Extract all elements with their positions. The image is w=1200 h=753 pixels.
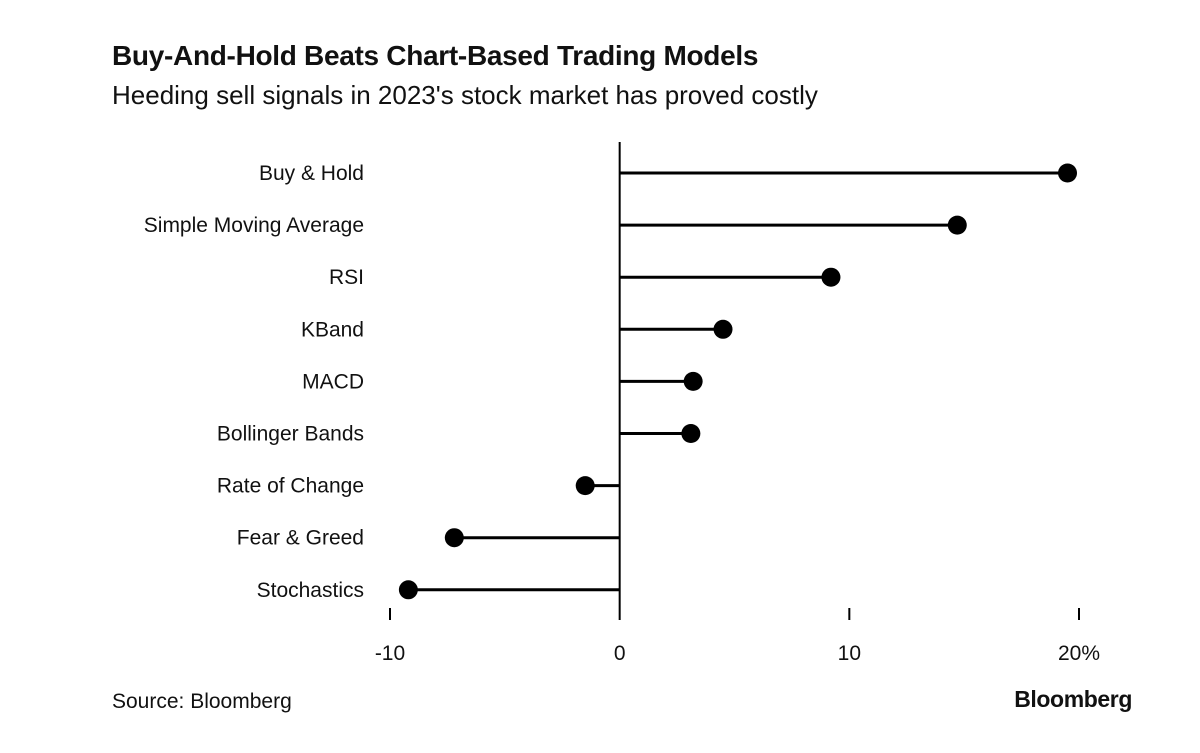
chart-marks: Buy & Hold Simple Moving Average RSI KBand M… xyxy=(144,142,1078,620)
category-label: RSI xyxy=(329,266,364,289)
bloomberg-logo: Bloomberg xyxy=(1014,686,1132,712)
lollipop-dot xyxy=(575,476,595,496)
lollipop-dot xyxy=(1058,163,1078,183)
chart-title: Buy-And-Hold Beats Chart-Based Trading M… xyxy=(112,40,759,71)
category-label: Bollinger Bands xyxy=(217,423,364,446)
x-tick-label: 20% xyxy=(1058,642,1100,665)
x-tick-label: -10 xyxy=(375,642,405,665)
category-label: Simple Moving Average xyxy=(144,214,364,237)
lollipop-dot xyxy=(681,424,701,443)
x-tick-label: 10 xyxy=(838,642,861,665)
lollipop-chart: Buy & Hold Simple Moving Average RSI KBand M… xyxy=(144,142,1100,665)
source-note: Source: Bloomberg xyxy=(112,690,292,713)
category-label: MACD xyxy=(302,370,364,393)
lollipop-dot xyxy=(821,267,841,287)
lollipop-dot xyxy=(683,371,703,391)
lollipop-dot xyxy=(947,215,967,235)
lollipop-dot xyxy=(713,319,733,339)
category-label: Fear & Greed xyxy=(237,527,364,550)
x-axis: -10 0 10 20% xyxy=(375,608,1100,665)
category-label: KBand xyxy=(301,318,364,341)
category-label: Rate of Change xyxy=(217,475,364,498)
lollipop-dot xyxy=(444,528,464,548)
chart-subtitle: Heeding sell signals in 2023's stock mar… xyxy=(112,80,818,110)
x-tick-label: 0 xyxy=(614,642,626,665)
lollipop-dot xyxy=(398,580,418,600)
category-label: Buy & Hold xyxy=(259,162,364,185)
category-label: Stochastics xyxy=(257,579,364,602)
